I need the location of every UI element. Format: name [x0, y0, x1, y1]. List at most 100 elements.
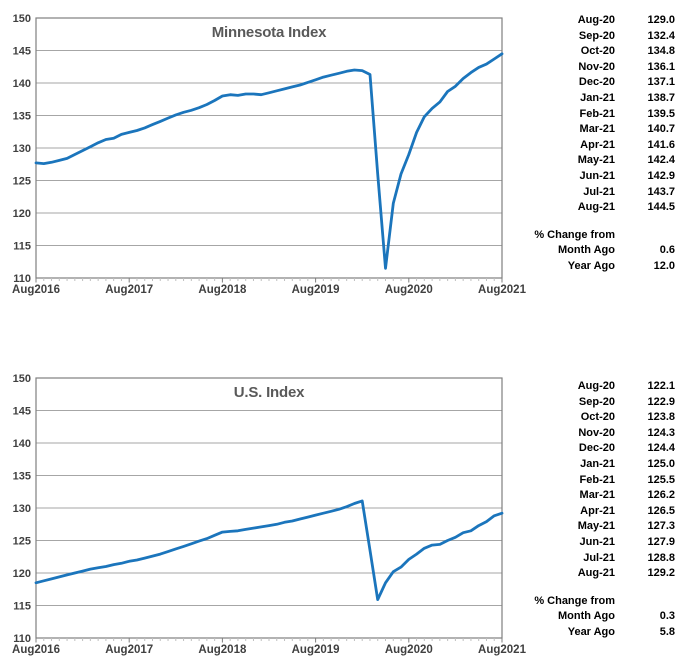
month-label: Jun-21	[579, 535, 615, 548]
x-axis-tick-label: Aug2021	[478, 644, 527, 656]
pct-change-value: 0.6	[659, 244, 675, 257]
y-axis-tick-label: 110	[13, 633, 31, 645]
table-row: Nov-20 124.3	[530, 426, 680, 442]
index-value: 138.7	[647, 91, 675, 104]
x-axis-tick-label: Aug2017	[105, 644, 153, 656]
empty-cell	[615, 594, 675, 610]
table-row: May-21 142.4	[530, 153, 680, 169]
x-axis-tick-label: Aug2021	[478, 284, 527, 296]
index-value: 125.5	[647, 473, 675, 486]
index-series-line	[34, 52, 504, 270]
pct-change-value: 0.3	[659, 610, 675, 623]
index-value: 132.4	[647, 29, 675, 42]
table-row: Aug-21 129.2	[530, 566, 680, 582]
table-row: Sep-20 132.4	[530, 29, 680, 45]
y-axis-tick-label: 145	[13, 46, 31, 58]
table-row: Month Ago 0.6	[530, 243, 680, 259]
table-row: Jan-21 138.7	[530, 91, 680, 107]
month-label: May-21	[577, 154, 615, 167]
empty-cell	[615, 228, 675, 244]
index-value: 125.0	[647, 457, 675, 470]
month-label: Mar-21	[579, 123, 615, 136]
table-row: Jun-21 127.9	[530, 535, 680, 551]
y-axis-tick-label: 110	[13, 273, 31, 285]
pct-change-header: % Change from	[534, 594, 615, 607]
index-value: 122.9	[647, 395, 675, 408]
table-row: % Change from	[530, 228, 680, 244]
x-axis-tick-label: Aug2020	[385, 644, 433, 656]
pct-change-label: Month Ago	[557, 244, 615, 257]
index-value: 127.9	[647, 535, 675, 548]
month-label: Jul-21	[583, 185, 615, 198]
index-value: 124.4	[647, 442, 675, 455]
month-label: May-21	[577, 520, 615, 533]
x-axis-tick-label: Aug2016	[12, 284, 60, 296]
month-label: Apr-21	[580, 138, 615, 151]
index-value: 134.8	[647, 45, 675, 58]
month-label: Mar-21	[579, 489, 615, 502]
index-value: 126.5	[647, 504, 675, 517]
index-value: 136.1	[647, 60, 675, 73]
x-axis-tick-label: Aug2020	[385, 284, 433, 296]
table-row: Aug-21 144.5	[530, 200, 680, 216]
pct-change-value: 12.0	[653, 259, 675, 272]
y-axis-tick-label: 125	[13, 536, 31, 548]
index-value: 143.7	[647, 185, 675, 198]
y-axis-tick-label: 150	[13, 373, 31, 385]
table-row: Jun-21 142.9	[530, 169, 680, 185]
table-row: Dec-20 124.4	[530, 441, 680, 457]
y-axis-tick-label: 115	[13, 601, 31, 613]
month-label: Feb-21	[579, 473, 615, 486]
table-row: Mar-21 126.2	[530, 488, 680, 504]
table-row: May-21 127.3	[530, 519, 680, 535]
table-row: Feb-21 125.5	[530, 473, 680, 489]
table-row: Month Ago 0.3	[530, 609, 680, 625]
table-row: Oct-20 134.8	[530, 44, 680, 60]
table-row: Aug-20 129.0	[530, 13, 680, 29]
index-value: 144.5	[647, 201, 675, 214]
minnesota-data-panel: Aug-20 129.0 Sep-20 132.4 Oct-20 134.8 Nov-20 1…	[530, 13, 680, 275]
minnesota-index-chart: 110 115 120 125 130 135 140 145 150 Aug2016 Aug201…	[12, 13, 527, 296]
y-axis-tick-label: 130	[13, 143, 31, 155]
spacer	[530, 582, 680, 594]
table-row: Apr-21 141.6	[530, 138, 680, 154]
us-index-chart: 110 115 120 125 130 135 140 145 150 Aug2016 Aug201…	[12, 373, 527, 656]
x-axis-tick-label: Aug2016	[12, 644, 60, 656]
month-label: Jul-21	[583, 551, 615, 564]
y-axis-tick-label: 150	[13, 13, 31, 25]
table-row: Jul-21 128.8	[530, 551, 680, 567]
pct-change-label: Month Ago	[557, 610, 615, 623]
month-label: Jan-21	[580, 91, 615, 104]
table-row: Jan-21 125.0	[530, 457, 680, 473]
index-value: 142.9	[647, 169, 675, 182]
y-axis-tick-label: 125	[13, 176, 31, 188]
y-axis-tick-label: 145	[13, 406, 31, 418]
index-value: 127.3	[647, 520, 675, 533]
spacer	[530, 216, 680, 228]
table-row: % Change from	[530, 594, 680, 610]
index-series-line	[34, 499, 504, 602]
table-row: Jul-21 143.7	[530, 185, 680, 201]
index-value: 142.4	[647, 154, 675, 167]
table-row: Year Ago 5.8	[530, 625, 680, 641]
month-label: Oct-20	[580, 411, 615, 424]
y-axis-tick-label: 140	[13, 438, 31, 450]
y-axis-tick-label: 135	[13, 111, 31, 123]
y-axis-tick-label: 135	[13, 471, 31, 483]
month-label: Feb-21	[579, 107, 615, 120]
y-axis-tick-label: 140	[13, 78, 31, 90]
pct-change-value: 5.8	[659, 625, 675, 638]
month-label: Aug-21	[577, 201, 615, 214]
pct-change-label: Year Ago	[567, 259, 615, 272]
x-axis-tick-label: Aug2017	[105, 284, 153, 296]
index-value: 140.7	[647, 123, 675, 136]
index-value: 128.8	[647, 551, 675, 564]
index-value: 141.6	[647, 138, 675, 151]
month-label: Aug-20	[577, 380, 615, 392]
pct-change-header: % Change from	[534, 228, 615, 241]
month-label: Sep-20	[578, 395, 615, 408]
x-axis-tick-label: Aug2018	[198, 284, 247, 296]
table-row: Oct-20 123.8	[530, 410, 680, 426]
index-value: 129.0	[647, 14, 675, 26]
index-value: 124.3	[647, 426, 675, 439]
